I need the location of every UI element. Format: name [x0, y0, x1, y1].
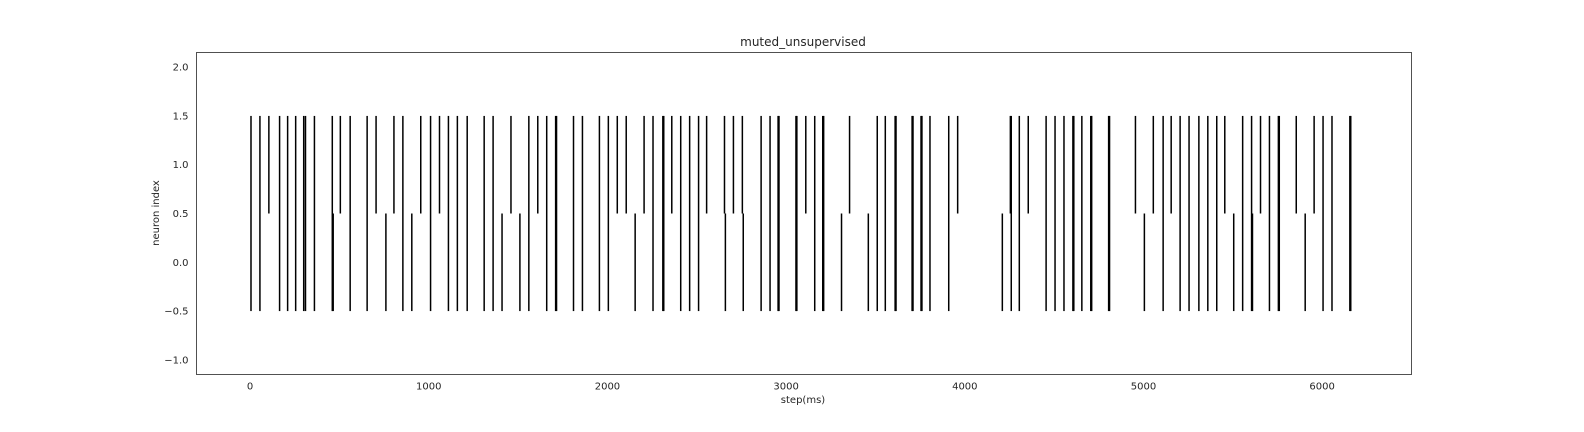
- x-tick-label: 2000: [595, 382, 620, 393]
- chart-title: muted_unsupervised: [740, 35, 866, 49]
- x-tick-label: 3000: [773, 382, 798, 393]
- y-axis-label: neuron index: [151, 180, 162, 246]
- y-ticks: 2.0 1.5 1.0 0.5 0.0 −0.5 −1.0: [164, 63, 188, 367]
- y-tick-label: −1.0: [164, 355, 188, 366]
- x-tick-label: 0: [247, 382, 253, 393]
- x-ticks: 0 1000 2000 3000 4000 5000 6000: [247, 382, 1335, 393]
- y-tick-label: 1.0: [173, 160, 189, 171]
- y-tick-label: −0.5: [164, 307, 188, 318]
- x-tick-label: 6000: [1309, 382, 1334, 393]
- y-tick-label: 0.0: [173, 258, 189, 269]
- x-tick-label: 4000: [952, 382, 977, 393]
- plot-area-frame: [196, 52, 1412, 375]
- y-tick-label: 1.5: [173, 111, 189, 122]
- x-axis-label: step(ms): [781, 395, 825, 406]
- y-tick-label: 0.5: [173, 209, 189, 220]
- x-tick-label: 1000: [416, 382, 441, 393]
- x-tick-label: 5000: [1131, 382, 1156, 393]
- events-layer: [250, 115, 1352, 312]
- y-tick-label: 2.0: [173, 63, 189, 74]
